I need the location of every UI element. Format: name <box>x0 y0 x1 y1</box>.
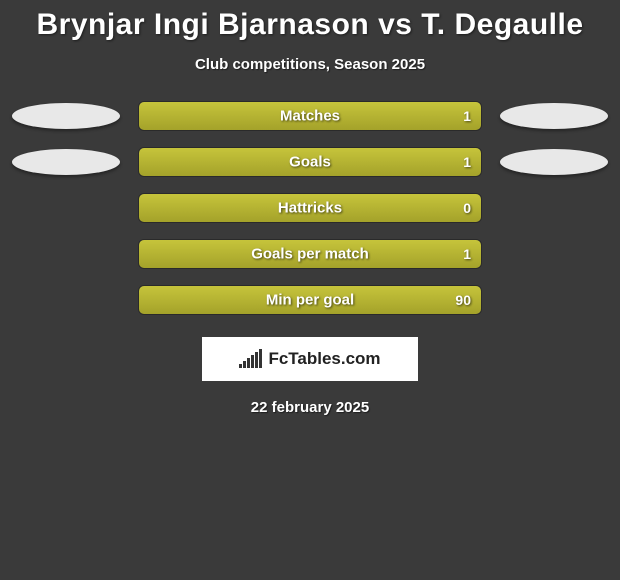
stat-row: Goals per match1 <box>0 239 620 269</box>
player2-name: T. Degaulle <box>421 8 583 41</box>
icon-bar <box>259 349 262 368</box>
spacer <box>500 241 608 267</box>
stat-bar: Matches1 <box>138 101 482 131</box>
stat-value-right: 1 <box>463 108 471 124</box>
icon-bar <box>243 361 246 368</box>
stat-row: Hattricks0 <box>0 193 620 223</box>
stat-row: Min per goal90 <box>0 285 620 315</box>
spacer <box>12 195 120 221</box>
date-label: 22 february 2025 <box>0 399 620 416</box>
vs-separator: vs <box>378 8 412 41</box>
stat-bar: Goals1 <box>138 147 482 177</box>
player1-name: Brynjar Ingi Bjarnason <box>36 8 369 41</box>
comparison-card: Brynjar Ingi Bjarnason vs T. Degaulle Cl… <box>0 0 620 416</box>
stat-row: Goals1 <box>0 147 620 177</box>
stat-value-right: 1 <box>463 154 471 170</box>
icon-bar <box>255 352 258 368</box>
bar-fill-right <box>139 194 481 222</box>
bar-fill-right <box>139 286 481 314</box>
stat-row: Matches1 <box>0 101 620 131</box>
stat-bar: Min per goal90 <box>138 285 482 315</box>
stat-value-right: 0 <box>463 200 471 216</box>
page-title: Brynjar Ingi Bjarnason vs T. Degaulle <box>0 8 620 42</box>
brand-box-inner: FcTables.com <box>204 339 416 379</box>
spacer <box>500 195 608 221</box>
icon-bar <box>251 355 254 368</box>
bar-fill-right <box>139 240 481 268</box>
bar-fill-right <box>139 148 481 176</box>
spacer <box>500 287 608 313</box>
stat-value-right: 1 <box>463 246 471 262</box>
player2-value-ellipse <box>500 103 608 129</box>
stat-bar: Goals per match1 <box>138 239 482 269</box>
stat-value-right: 90 <box>455 292 471 308</box>
player2-value-ellipse <box>500 149 608 175</box>
bar-fill-right <box>139 102 481 130</box>
spacer <box>12 287 120 313</box>
player1-value-ellipse <box>12 103 120 129</box>
brand-box[interactable]: FcTables.com <box>202 337 418 381</box>
stat-bar: Hattricks0 <box>138 193 482 223</box>
brand-text: FcTables.com <box>268 349 380 369</box>
player1-value-ellipse <box>12 149 120 175</box>
icon-bar <box>239 364 242 368</box>
spacer <box>12 241 120 267</box>
icon-bar <box>247 358 250 368</box>
subtitle: Club competitions, Season 2025 <box>0 56 620 73</box>
stats-list: Matches1 Goals1 Hattricks0 Goals per match1… <box>0 101 620 315</box>
bar-chart-icon <box>239 350 262 368</box>
